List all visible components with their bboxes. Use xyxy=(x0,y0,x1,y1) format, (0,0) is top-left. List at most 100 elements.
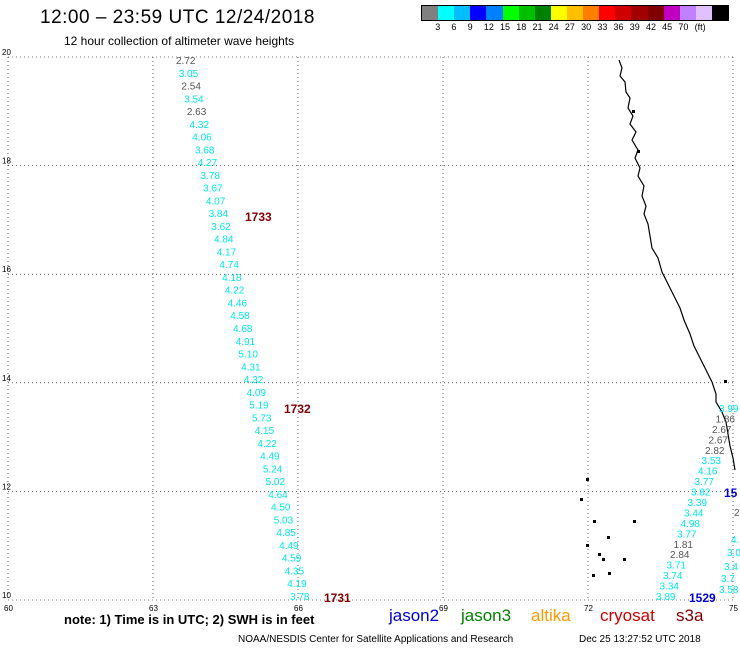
wave-height-value: 3.39 xyxy=(688,498,708,509)
wave-height-value: 3.82 xyxy=(691,488,711,499)
legend-label: 27 xyxy=(564,22,575,32)
page-subtitle: 12 hour collection of altimeter wave hei… xyxy=(64,34,295,48)
island-mark xyxy=(598,553,601,556)
legend-label: 39 xyxy=(629,22,640,32)
wave-height-value: 4.07 xyxy=(206,196,226,207)
lat-label: 20 xyxy=(2,48,11,57)
wave-height-value-edge: 4. xyxy=(731,535,739,546)
wave-height-value: 2.84 xyxy=(670,550,690,561)
legend-swatch xyxy=(486,6,503,20)
wave-height-value: 4.09 xyxy=(247,388,267,399)
legend-label: 9 xyxy=(467,22,473,32)
island-mark xyxy=(607,536,610,539)
axis-labels: 20 18 16 14 12 10 60 63 66 69 72 75 xyxy=(2,48,738,613)
legend-label: 15 xyxy=(500,22,511,32)
wave-height-value: 3.99 xyxy=(719,404,739,415)
wave-height-value: 3.67 xyxy=(203,184,223,195)
wave-height-value: 5.10 xyxy=(238,350,258,361)
wave-height-value-edge: 3.4 xyxy=(724,562,738,573)
satellite-altika: altika xyxy=(531,606,571,625)
wave-height-value: 3.84 xyxy=(209,209,229,220)
wave-height-value-edge: 3.0 xyxy=(727,548,740,559)
wave-height-value: 4.35 xyxy=(285,566,305,577)
wave-height-value: 4.85 xyxy=(276,528,296,539)
wave-height-value: 4.74 xyxy=(219,260,239,271)
satellite-jason3: jason3 xyxy=(461,606,512,625)
wave-height-value: 5.03 xyxy=(274,515,294,526)
wave-height-value: 3.77 xyxy=(677,529,697,540)
lon-label: 69 xyxy=(439,604,448,613)
legend-label: 21 xyxy=(532,22,543,32)
wave-height-value: 4.06 xyxy=(192,133,212,144)
lon-label: 60 xyxy=(4,604,13,613)
altimeter-track-1731: 2.72 3.05 2.543.54 2.63 4.32 4.063.68 4.27 3.78… xyxy=(176,56,351,605)
legend-swatch xyxy=(454,6,471,20)
legend-swatch xyxy=(695,6,712,20)
legend-swatch xyxy=(615,6,632,20)
wave-height-value: 4.59 xyxy=(282,554,302,565)
wave-height-value: 3.05 xyxy=(179,69,199,80)
wave-height-value: 4.84 xyxy=(214,235,234,246)
satellite-cryosat: cryosat xyxy=(600,606,655,625)
pass-time-label: 1732 xyxy=(284,402,311,416)
wave-height-value: 4.64 xyxy=(268,490,288,501)
color-scale-labels: 3 6 9 12 15 18 21 24 27 30 33 36 39 42 45 70 (ft) xyxy=(421,22,740,34)
legend-label: (ft) xyxy=(694,22,706,32)
legend-swatch xyxy=(711,6,729,20)
coastline-path xyxy=(618,59,736,471)
legend-swatch xyxy=(599,6,616,20)
wave-height-value: 4.32 xyxy=(244,375,264,386)
legend-label: 3 xyxy=(435,22,441,32)
wave-height-value: 4.46 xyxy=(228,298,248,309)
wave-height-value: 2.72 xyxy=(176,56,196,67)
island-mark xyxy=(724,380,727,383)
wave-height-value: 3.53 xyxy=(702,456,722,467)
altimeter-track-1529: 3.991.862.672.672.823.534.163.773.823.39… xyxy=(656,404,740,605)
page-title: 12:00 – 23:59 UTC 12/24/2018 xyxy=(40,7,315,28)
wave-height-value: 5.73 xyxy=(252,413,272,424)
island-mark xyxy=(623,558,626,561)
wave-height-value: 3.78 xyxy=(290,592,310,603)
wave-height-value: 4.17 xyxy=(217,247,237,258)
wave-height-value: 4.19 xyxy=(287,579,307,590)
credit-text: NOAA/NESDIS Center for Satellite Applica… xyxy=(238,634,514,645)
wave-height-value: 3.62 xyxy=(211,222,231,233)
wave-height-value: 4.27 xyxy=(198,158,218,169)
lat-label: 16 xyxy=(2,265,11,274)
lat-label: 10 xyxy=(2,591,11,600)
legend-swatch xyxy=(438,6,455,20)
satellite-jason2: jason2 xyxy=(389,606,440,625)
island-mark xyxy=(586,544,589,547)
wave-height-value-edge: 2 xyxy=(734,508,740,519)
legend-swatch xyxy=(679,6,696,20)
island-mark xyxy=(608,572,611,575)
legend-label: 36 xyxy=(613,22,624,32)
wave-height-value: 3.89 xyxy=(656,592,676,603)
legend-label: 18 xyxy=(516,22,527,32)
wave-height-value: 4.16 xyxy=(698,467,718,478)
lat-label: 18 xyxy=(2,157,11,166)
wave-height-value: 5.02 xyxy=(266,477,286,488)
color-scale-legend xyxy=(421,5,729,21)
legend-swatch xyxy=(422,6,439,20)
wave-height-value: 3.77 xyxy=(695,477,715,488)
wave-height-value: 4.91 xyxy=(236,337,256,348)
wave-height-value-edge: 3.7 xyxy=(721,574,735,585)
island-mark xyxy=(586,478,589,481)
wave-height-value: 1.86 xyxy=(716,414,736,425)
wave-height-value: 4.15 xyxy=(255,426,275,437)
legend-swatch xyxy=(518,6,535,20)
wave-height-value: 4.98 xyxy=(681,519,701,530)
legend-swatch xyxy=(631,6,648,20)
island-mark xyxy=(602,558,605,561)
legend-swatch xyxy=(566,6,584,20)
legend-label: 12 xyxy=(483,22,494,32)
wave-height-value: 2.82 xyxy=(705,446,725,457)
wave-height-value: 3.34 xyxy=(660,582,680,593)
island-mark xyxy=(633,520,636,523)
wave-height-value-edge: 3.58 xyxy=(719,585,739,596)
wave-height-value: 3.78 xyxy=(200,171,220,182)
legend-swatch xyxy=(583,6,600,20)
wave-height-value-edge: 15 xyxy=(724,486,738,500)
